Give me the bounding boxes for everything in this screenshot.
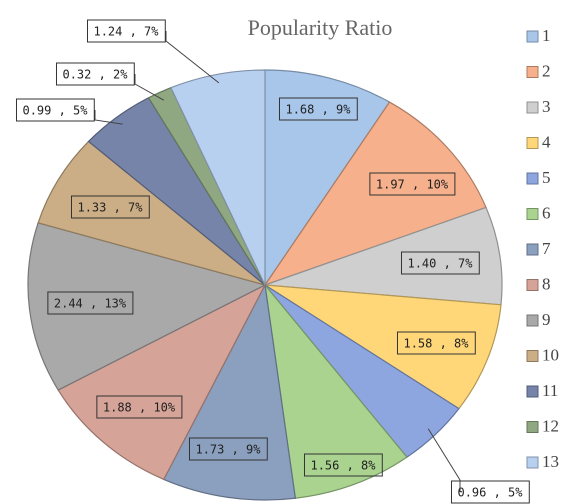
legend-swatch bbox=[526, 314, 539, 327]
legend-label: 3 bbox=[542, 97, 551, 116]
leader-line bbox=[94, 110, 123, 125]
pie-slice bbox=[264, 282, 408, 499]
legend-swatch bbox=[526, 137, 539, 149]
legend-swatch bbox=[526, 101, 539, 114]
pie-slice bbox=[264, 284, 502, 410]
pie-slice bbox=[27, 222, 267, 391]
pie-slice bbox=[264, 69, 391, 287]
data-label-box bbox=[188, 437, 268, 461]
data-label: 1.40 , 7% bbox=[407, 257, 473, 271]
chart-title: Popularity Ratio bbox=[248, 15, 393, 40]
leader-line bbox=[134, 74, 165, 101]
legend-label: 1 bbox=[542, 26, 551, 45]
data-label: 1.24 , 7% bbox=[93, 25, 159, 39]
legend-label: 5 bbox=[542, 168, 551, 187]
data-label: 1.68 , 9% bbox=[285, 103, 351, 117]
legend-swatch bbox=[526, 172, 539, 185]
legend-label: 7 bbox=[542, 239, 551, 258]
legend-label: 8 bbox=[542, 274, 551, 293]
legend-swatch bbox=[526, 66, 539, 78]
leader-line bbox=[427, 428, 461, 492]
data-label: 2.44 , 13% bbox=[54, 297, 127, 311]
leader-line bbox=[165, 31, 220, 84]
data-label-box bbox=[303, 453, 383, 477]
legend-label: 10 bbox=[542, 345, 559, 364]
legend-swatch bbox=[526, 30, 539, 43]
data-label-box bbox=[369, 172, 456, 196]
pie-slice bbox=[162, 283, 297, 501]
data-label-box bbox=[86, 19, 166, 43]
data-label-box bbox=[396, 331, 476, 355]
legend-label: 4 bbox=[542, 132, 551, 151]
data-label-box bbox=[400, 251, 480, 275]
pie-slice bbox=[263, 101, 487, 287]
legend-label: 9 bbox=[542, 310, 551, 329]
legend-label: 12 bbox=[542, 416, 559, 435]
pie-slice bbox=[264, 206, 503, 306]
data-label: 1.56 , 8% bbox=[310, 459, 376, 473]
data-label: 1.97 , 10% bbox=[376, 178, 449, 192]
legend-swatch bbox=[526, 385, 539, 398]
data-label-box bbox=[70, 195, 150, 219]
legend-swatch bbox=[526, 421, 539, 433]
data-label: 0.32 , 2% bbox=[62, 68, 128, 82]
pie-slice bbox=[57, 283, 267, 481]
legend-swatch bbox=[526, 243, 539, 256]
legend-label: 11 bbox=[542, 381, 558, 400]
data-label: 1.73 , 9% bbox=[195, 443, 261, 457]
data-label: 0.99 , 5% bbox=[22, 104, 88, 118]
legend-swatch bbox=[526, 456, 539, 469]
legend-label: 6 bbox=[542, 203, 551, 222]
legend-label: 13 bbox=[542, 452, 559, 471]
data-label-box bbox=[450, 480, 530, 504]
legend-swatch bbox=[526, 350, 539, 362]
data-label-box bbox=[55, 62, 135, 86]
data-label-box bbox=[278, 97, 358, 121]
legend-label: 2 bbox=[542, 61, 551, 80]
data-label: 0.96 , 5% bbox=[457, 486, 523, 500]
data-label-box bbox=[96, 395, 183, 419]
data-label-box bbox=[15, 98, 95, 122]
pie-slice bbox=[37, 140, 266, 286]
data-label: 1.33 , 7% bbox=[77, 201, 143, 215]
legend-swatch bbox=[526, 279, 539, 291]
data-label-box bbox=[47, 291, 134, 315]
data-label: 1.58 , 8% bbox=[403, 337, 469, 351]
pie-slice bbox=[170, 69, 266, 286]
legend-swatch bbox=[526, 208, 539, 220]
data-label: 1.88 , 10% bbox=[103, 401, 176, 415]
